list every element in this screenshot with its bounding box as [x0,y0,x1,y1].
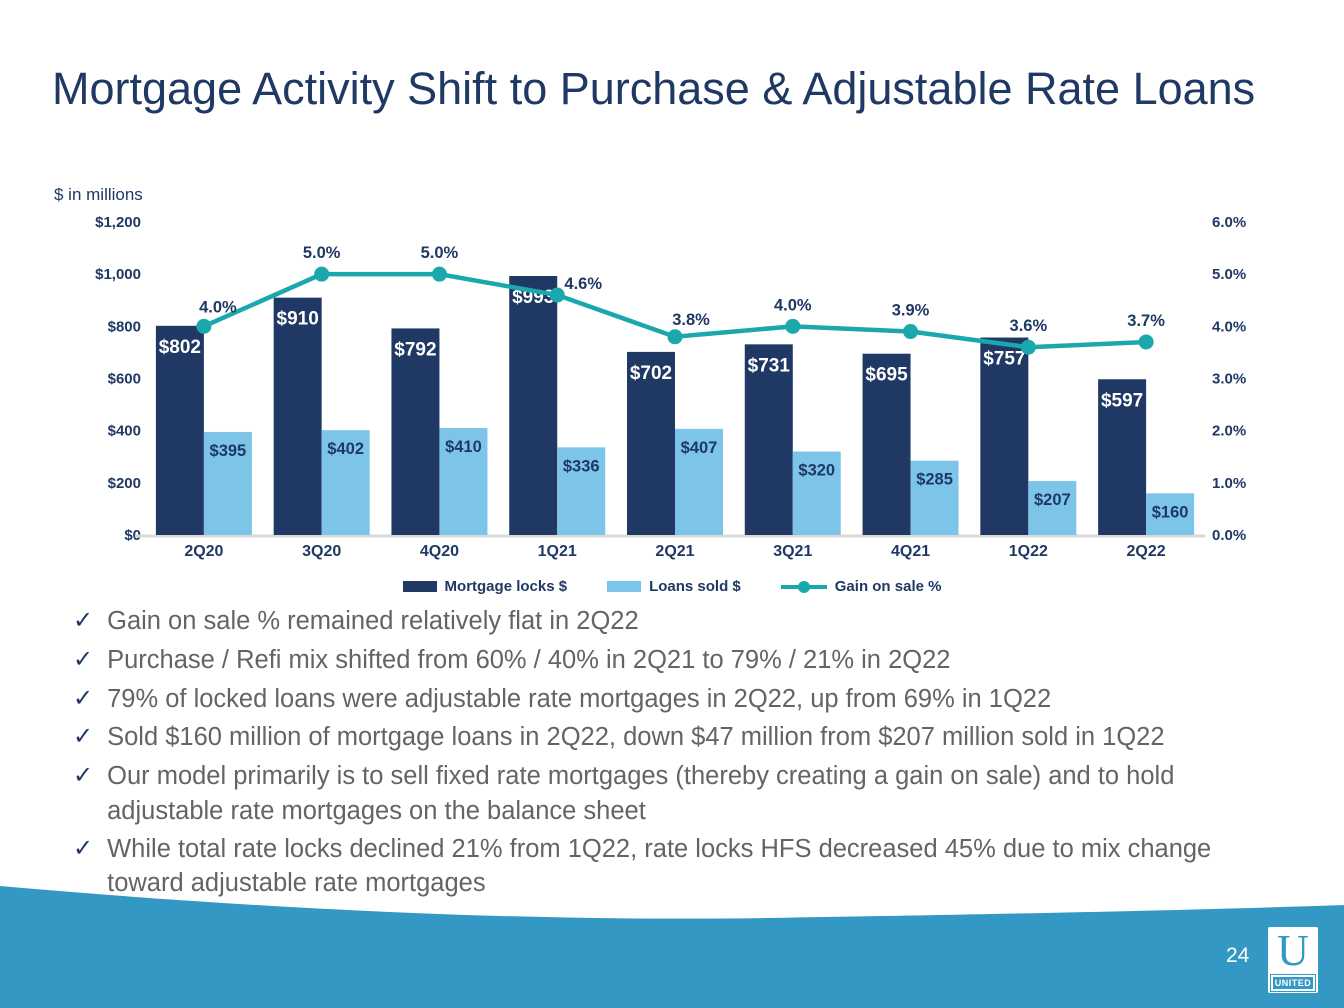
svg-text:3Q21: 3Q21 [773,543,812,560]
legend-label-loans-sold: Loans sold $ [649,578,741,595]
svg-text:$731: $731 [748,355,791,376]
bullet-text: Our model primarily is to sell fixed rat… [107,762,1175,825]
legend-item-mortgage-locks: Mortgage locks $ [402,578,568,595]
svg-text:4.0%: 4.0% [199,298,237,316]
svg-text:2Q20: 2Q20 [184,543,223,560]
svg-text:3Q20: 3Q20 [302,543,341,560]
mortgage-locks-swatch-icon [402,581,437,592]
svg-text:$400: $400 [108,423,141,440]
right-axis-ticks: 0.0% 1.0% 2.0% 3.0% 4.0% 5.0% 6.0% [1212,214,1246,544]
bullet-text: 79% of locked loans were adjustable rate… [107,684,1052,713]
svg-text:$702: $702 [630,363,672,384]
svg-text:0.0%: 0.0% [1212,527,1246,544]
legend-item-loans-sold: Loans sold $ [607,578,741,595]
svg-text:$395: $395 [210,442,247,460]
bullet-model: ✓ Our model primarily is to sell fixed r… [73,759,1223,828]
svg-text:4.6%: 4.6% [564,275,602,293]
united-logo: U UNITED [1268,927,1318,993]
footer-wave [0,886,1344,1008]
loans-sold-swatch-icon [607,581,642,592]
svg-text:$207: $207 [1034,491,1071,509]
mortgage-locks-bars: $802$910$792$993$702 $731 $695$757$597 [155,275,1147,535]
svg-text:$600: $600 [108,371,141,388]
bullet-text: Sold $160 million of mortgage loans in 2… [107,723,1165,752]
bullet-rate-locks: ✓ While total rate locks declined 21% fr… [73,832,1223,901]
page-title: Mortgage Activity Shift to Purchase & Ad… [52,63,1256,114]
bullet-sold-loans: ✓ Sold $160 million of mortgage loans in… [73,720,1223,755]
svg-text:6.0%: 6.0% [1212,214,1246,231]
loans-sold-bars: $395 $402 $410 $336 $407 $320 $285 $207 $160 [203,428,1195,535]
left-axis-ticks: $0 $200 $400 $600 $800 $1,000 $1,200 [95,214,141,544]
svg-text:$200: $200 [108,475,141,492]
svg-text:$695: $695 [865,365,908,386]
svg-text:4Q21: 4Q21 [891,543,930,560]
svg-text:$1,000: $1,000 [95,266,141,283]
svg-text:5.0%: 5.0% [421,244,459,262]
svg-text:3.9%: 3.9% [892,302,930,320]
svg-text:$410: $410 [445,438,482,456]
category-labels: 2Q20 3Q20 4Q20 1Q21 2Q21 3Q21 4Q21 1Q22 2Q22 [184,543,1165,560]
logo-word: UNITED [1271,974,1315,991]
check-icon: ✓ [73,607,94,634]
bullet-text: Purchase / Refi mix shifted from 60% / 4… [107,645,951,674]
check-icon: ✓ [73,762,94,790]
svg-text:1Q22: 1Q22 [1009,543,1048,560]
svg-text:3.6%: 3.6% [1010,317,1048,335]
svg-text:2Q21: 2Q21 [655,543,694,560]
page-number: 24 [1226,944,1250,967]
svg-text:5.0%: 5.0% [1212,266,1246,283]
logo-letter: U [1277,926,1309,975]
svg-text:4.0%: 4.0% [774,296,812,314]
svg-text:$802: $802 [159,337,201,358]
svg-text:$800: $800 [108,318,141,335]
svg-text:5.0%: 5.0% [303,244,341,262]
svg-text:$285: $285 [916,471,953,489]
svg-text:3.0%: 3.0% [1212,371,1246,388]
gain-on-sale-swatch-icon [780,580,827,593]
check-icon: ✓ [73,835,94,863]
gain-on-sale-line: 4.0% 5.0% 5.0% 4.6% 3.8% 4.0% 3.9% 3.6% 3.7% [196,244,1165,355]
legend-item-gain-on-sale: Gain on sale % [780,578,942,595]
svg-text:$792: $792 [394,339,436,360]
svg-text:4.0%: 4.0% [1212,318,1246,335]
bullet-text: Gain on sale % remained relatively flat … [107,607,639,635]
svg-text:$757: $757 [983,349,1025,370]
mortgage-activity-chart: $0 $200 $400 $600 $800 $1,000 $1,200 0.0% 1.0% 2.… [95,214,1246,560]
svg-text:$160: $160 [1152,503,1189,521]
legend-label-mortgage-locks: Mortgage locks $ [444,578,568,595]
chart-legend: Mortgage locks $ Loans sold $ Gain on sa… [0,578,1344,595]
svg-text:$336: $336 [563,457,600,475]
units-note: $ in millions [54,185,143,204]
svg-text:$910: $910 [277,309,319,330]
svg-text:1.0%: 1.0% [1212,475,1246,492]
svg-text:3.7%: 3.7% [1127,312,1165,330]
svg-text:$0: $0 [124,527,141,544]
svg-text:1Q21: 1Q21 [538,543,577,560]
svg-text:$402: $402 [327,440,364,458]
check-icon: ✓ [73,645,94,673]
svg-text:$1,200: $1,200 [95,214,141,231]
svg-text:4Q20: 4Q20 [420,543,459,560]
check-icon: ✓ [73,684,94,712]
svg-text:3.8%: 3.8% [672,311,710,329]
bullet-list: ✓ Gain on sale % remained relatively fla… [73,604,1223,905]
bullet-purchase-refi-mix: ✓ Purchase / Refi mix shifted from 60% /… [73,643,1223,678]
legend-label-gain-on-sale: Gain on sale % [834,578,942,595]
svg-text:$597: $597 [1101,390,1143,411]
bullet-gain-on-sale: ✓ Gain on sale % remained relatively fla… [73,604,1223,639]
svg-text:$407: $407 [681,439,718,457]
svg-text:$320: $320 [798,462,835,480]
bullet-adjustable-rate-share: ✓ 79% of locked loans were adjustable ra… [73,682,1223,717]
svg-text:2.0%: 2.0% [1212,423,1246,440]
svg-text:2Q22: 2Q22 [1127,543,1166,560]
check-icon: ✓ [73,723,94,751]
bullet-text: While total rate locks declined 21% from… [107,835,1212,898]
